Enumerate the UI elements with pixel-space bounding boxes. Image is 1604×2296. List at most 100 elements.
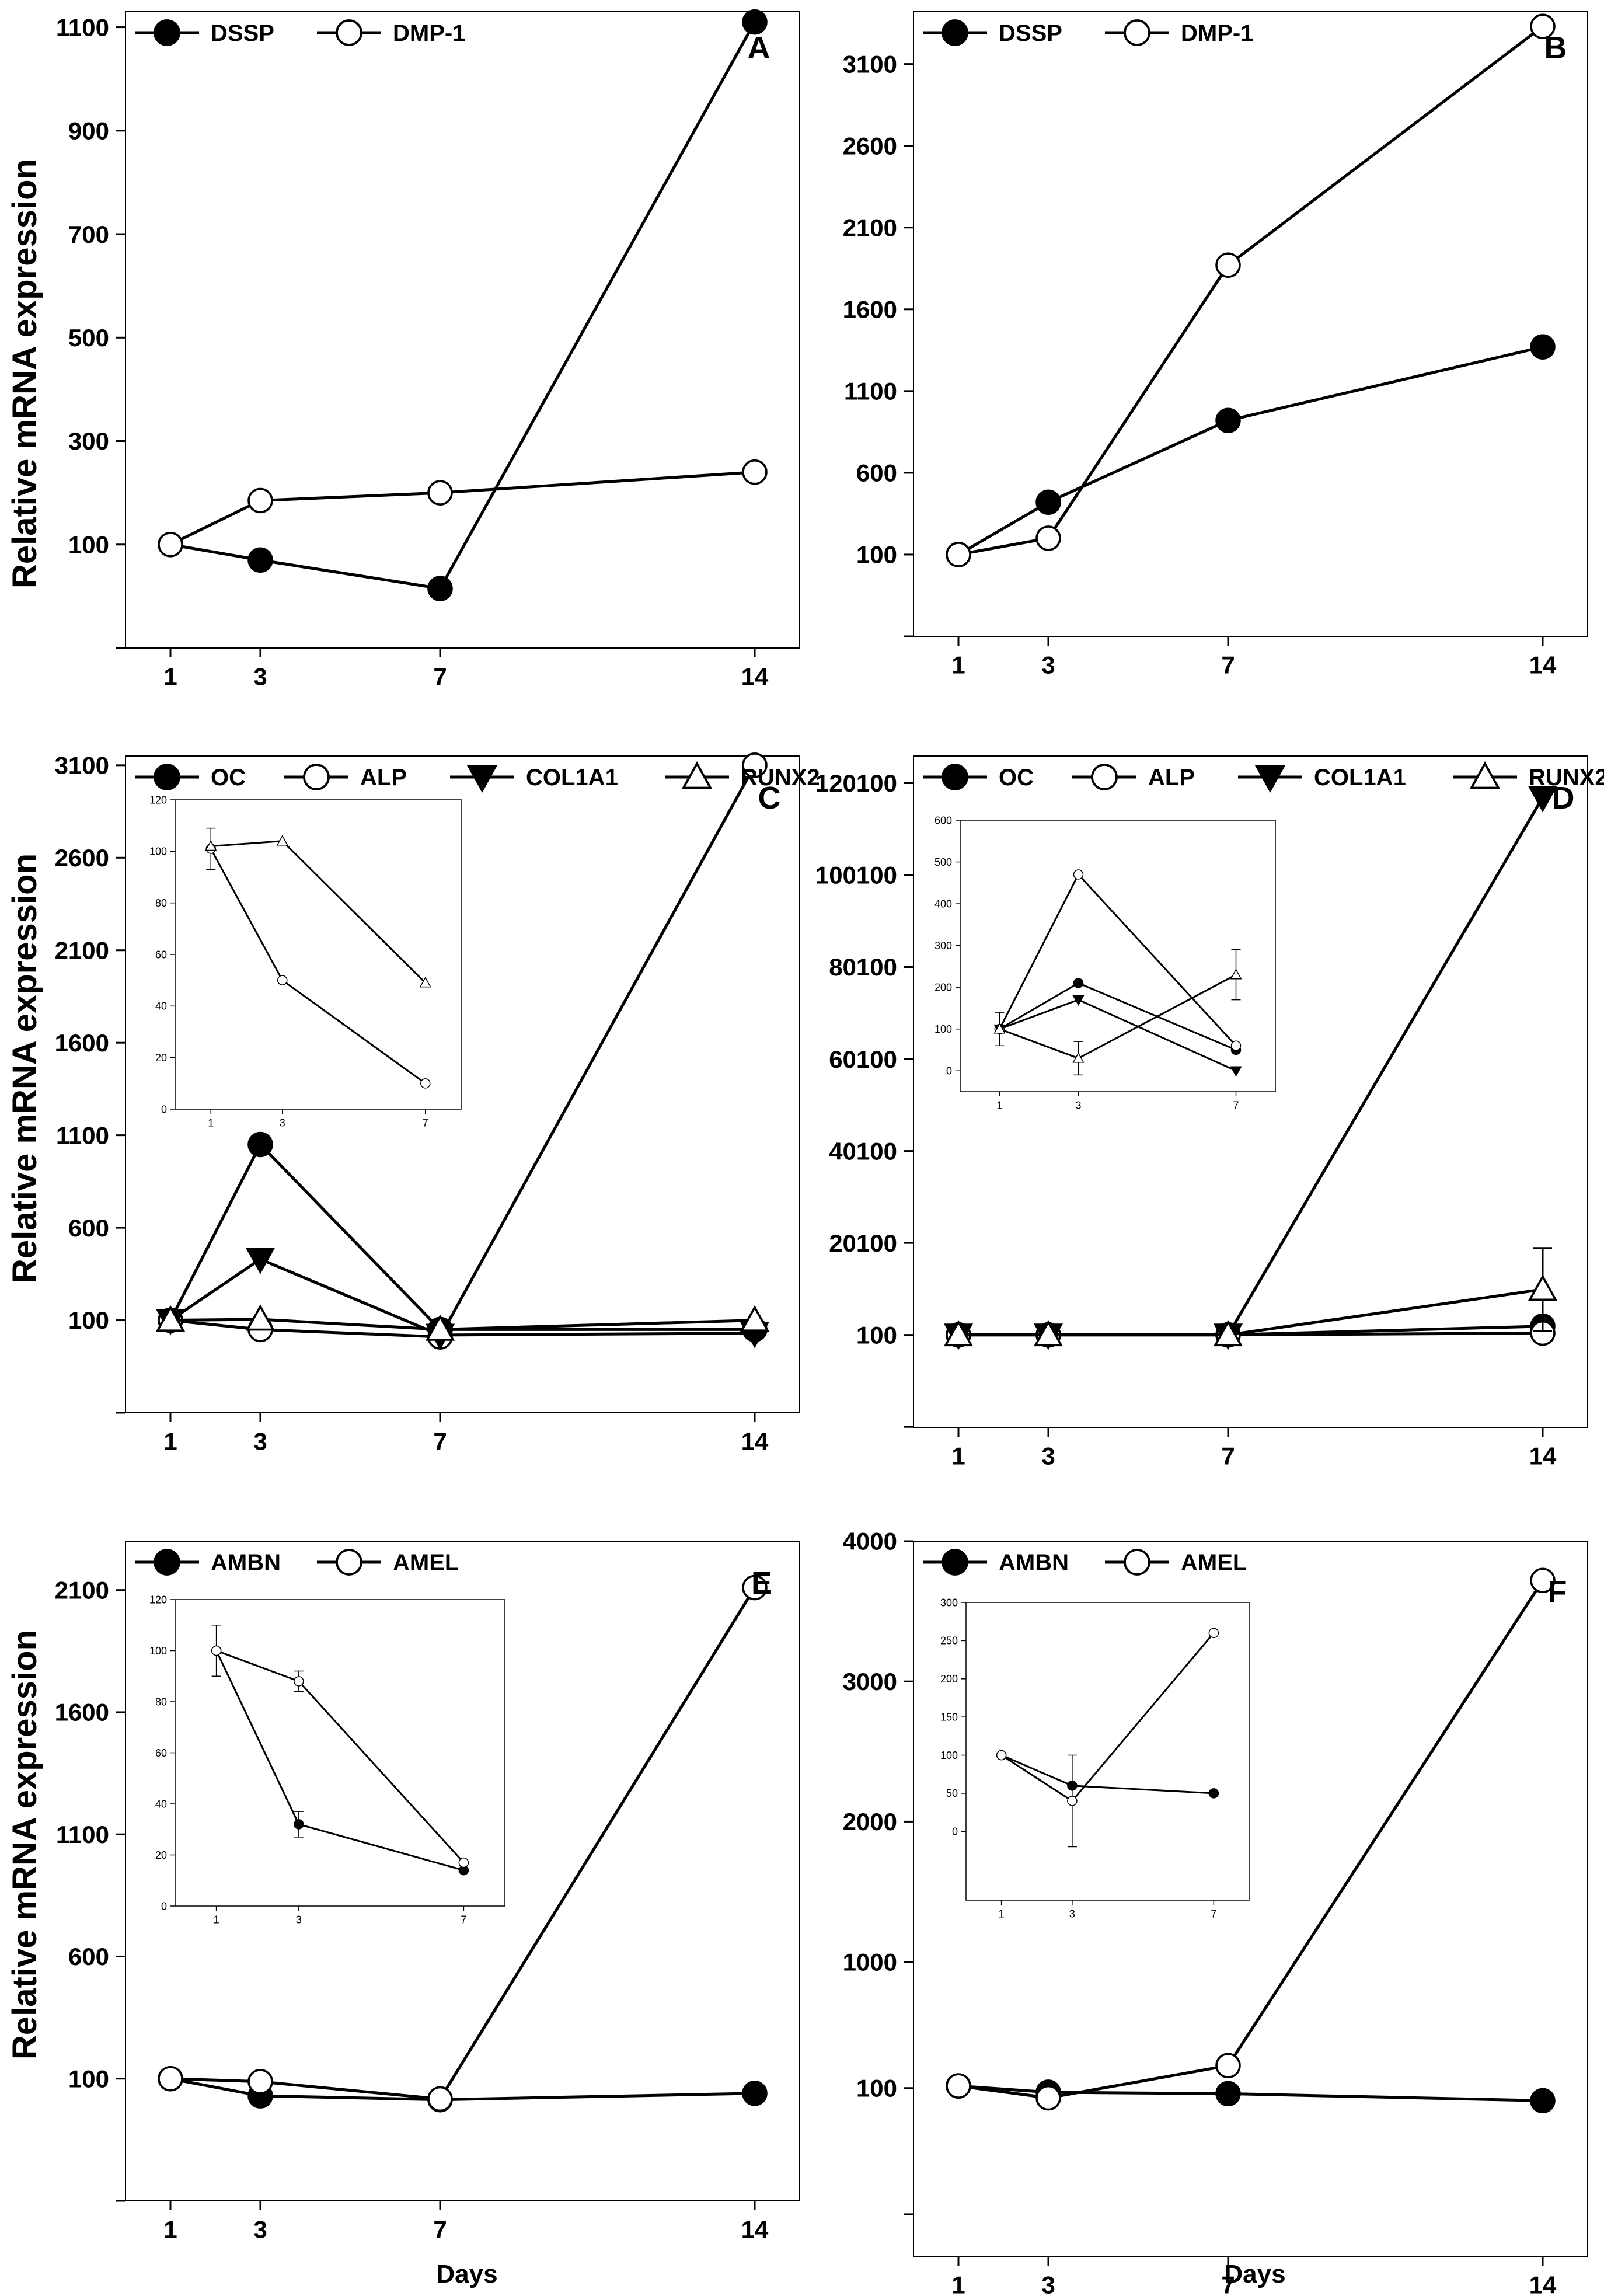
panel-d-data-point <box>1213 1319 1243 1347</box>
panel-d-inset-y-tick-label: 100 <box>934 1023 952 1035</box>
panel-a-y-tick-label: 900 <box>68 117 109 145</box>
panel-f-x-tick-label: 1 <box>951 2271 965 2296</box>
panel-f-inset-series-amel <box>996 1628 1219 1848</box>
panel-f-inset-y-tick-label: 50 <box>946 1788 958 1799</box>
panel-c-inset-y-tick-label: 80 <box>155 897 167 909</box>
panel-c-y-tick-label: 2100 <box>55 936 109 964</box>
panel-a-data-point <box>742 459 768 485</box>
panel-d-inset-data-point <box>1073 978 1084 988</box>
panel-d-legend-item-alp: ALP <box>1072 764 1195 790</box>
panel-b-legend: DSSP DMP-1 <box>923 19 1253 46</box>
panel-d-y-tick-label: 40100 <box>829 1137 897 1165</box>
panel-e-legend-label: AMEL <box>393 1550 459 1576</box>
panel-b-data-point <box>1215 407 1241 434</box>
panel-e-inset-data-point <box>294 1819 304 1830</box>
panel-b-x-tick-label: 3 <box>1041 651 1055 679</box>
panel-e-data-point <box>247 2068 273 2095</box>
panel-a-legend-item-dmp-1: DMP-1 <box>317 19 465 46</box>
panel-b-legend-item-dssp: DSSP <box>923 19 1062 46</box>
panel-a-y-tick-label: 1100 <box>56 13 109 41</box>
panel-e-inset-x-tick-label: 3 <box>296 1914 302 1925</box>
panel-f-x-tick-label: 3 <box>1041 2271 1055 2296</box>
panel-e-inset-y-tick-label: 40 <box>155 1798 167 1810</box>
panel-a-legend-marker <box>154 19 180 46</box>
panel-b-letter: B <box>1544 30 1567 65</box>
panel-c-legend-label: ALP <box>360 765 407 790</box>
panel-b-y-tick-label: 1600 <box>843 295 897 323</box>
panel-c-data-point <box>740 1305 770 1332</box>
panel-b-data-point <box>1530 13 1556 40</box>
panel-e-inset-y-tick-label: 20 <box>155 1849 167 1861</box>
panel-b-y-tick-label: 100 <box>856 541 897 569</box>
panel-a-legend: DSSP DMP-1 <box>135 19 465 46</box>
panel-b-data-point <box>1215 252 1241 278</box>
panel-c-legend-label: OC <box>211 765 246 790</box>
panel-f-inset-x-tick-label: 3 <box>1069 1908 1075 1919</box>
panel-d-legend-item-col1a1: COL1A1 <box>1238 765 1406 793</box>
panel-f-y-tick-label: 100 <box>856 2074 897 2102</box>
panel-d-series-runx2 <box>943 1247 1558 1347</box>
panel-e-inset-data-point <box>458 1857 469 1868</box>
panel-d-legend-label: COL1A1 <box>1314 765 1406 790</box>
panel-e-inset-y-tick-label: 100 <box>149 1645 167 1657</box>
panel-e-inset-data-point <box>211 1645 222 1656</box>
panel-b-plot-frame <box>913 11 1588 637</box>
panel-a: 100 300 500 700 900 1100 1 3 7 14 DSSP DMP-1 A <box>56 9 800 691</box>
panel-b-series-dmp-1 <box>946 13 1556 567</box>
panel-c-series-line <box>169 1142 755 1331</box>
panel-b-legend-label: DMP-1 <box>1181 20 1253 46</box>
panel-c-legend-label: COL1A1 <box>526 765 618 790</box>
panel-f-inset-y-tick-label: 300 <box>940 1597 958 1608</box>
panel-c-data-point <box>742 752 768 778</box>
panel-a-data-point <box>247 547 273 573</box>
panel-e-inset-series-amel <box>211 1625 469 1868</box>
panel-a-data-point <box>247 487 273 514</box>
panel-c-series-line <box>169 1257 755 1337</box>
panel-a-data-point <box>742 9 768 35</box>
panel-b: 100 600 1100 1600 2100 2600 3100 1 3 7 14 DSSP DMP-1… <box>843 11 1588 679</box>
panel-d-x-tick-label: 3 <box>1041 1443 1055 1470</box>
panel-a-data-point <box>427 480 453 506</box>
panel-f-inset-x-tick-label: 7 <box>1211 1908 1216 1919</box>
panel-e-legend-label: AMBN <box>211 1550 281 1576</box>
panel-e-x-tick-label: 1 <box>163 2216 177 2243</box>
panel-a-legend-label: DSSP <box>211 20 274 46</box>
panel-c-inset-x-tick-label: 1 <box>208 1117 214 1128</box>
panel-e-inset-y-tick-label: 120 <box>149 1594 167 1605</box>
panel-c-data-point <box>425 1314 455 1341</box>
panel-b-x-tick-label: 1 <box>951 651 965 679</box>
panel-a-series-line <box>170 21 756 590</box>
panel-d-y-tick-label: 80100 <box>829 953 897 981</box>
panel-f-x-tick-label: 7 <box>1221 2271 1235 2296</box>
panel-c-inset-data-point <box>205 840 217 851</box>
panel-e-legend-marker <box>336 1549 362 1576</box>
panel-c-data-point <box>247 1131 273 1158</box>
panel-d-series-line <box>958 1288 1543 1337</box>
panel-f-y-tick-label: 4000 <box>843 1528 897 1555</box>
panel-c-inset-y-tick-label: 20 <box>155 1052 167 1064</box>
panel-f-legend-label: AMBN <box>999 1550 1069 1576</box>
x-axis-title-right: Days <box>1224 2260 1285 2288</box>
panel-c-legend-label: RUNX2 <box>741 765 820 790</box>
panel-c-legend-item-col1a1: COL1A1 <box>450 765 618 793</box>
panel-e-inset: 0 20 40 60 80 100 120 1 3 7 <box>149 1594 505 1925</box>
y-axis-title-top: Relative mRNA expression <box>6 159 44 588</box>
panel-e-y-tick-label: 1600 <box>55 1699 109 1726</box>
panel-d-letter: D <box>1552 781 1575 816</box>
panel-c-inset-y-tick-label: 60 <box>155 949 167 960</box>
panel-c-x-tick-label: 3 <box>253 1428 267 1455</box>
panel-b-series-line <box>958 25 1544 556</box>
panel-d-inset-x-tick-label: 1 <box>996 1099 1002 1111</box>
panel-e-series-line <box>170 1587 756 2101</box>
panel-a-x-tick-label: 1 <box>163 663 177 691</box>
panel-c-inset-y-tick-label: 40 <box>155 1001 167 1012</box>
panel-e-inset-y-tick-label: 0 <box>161 1900 167 1912</box>
panel-f-legend-item-amel: AMEL <box>1105 1549 1247 1576</box>
panel-d-inset-data-point <box>1072 995 1085 1006</box>
panel-e-legend-marker <box>154 1549 180 1576</box>
panel-f-y-tick-label: 2000 <box>843 1808 897 1835</box>
panel-c-x-tick-label: 7 <box>433 1428 447 1455</box>
panel-f-inset-y-tick-label: 150 <box>940 1711 958 1723</box>
